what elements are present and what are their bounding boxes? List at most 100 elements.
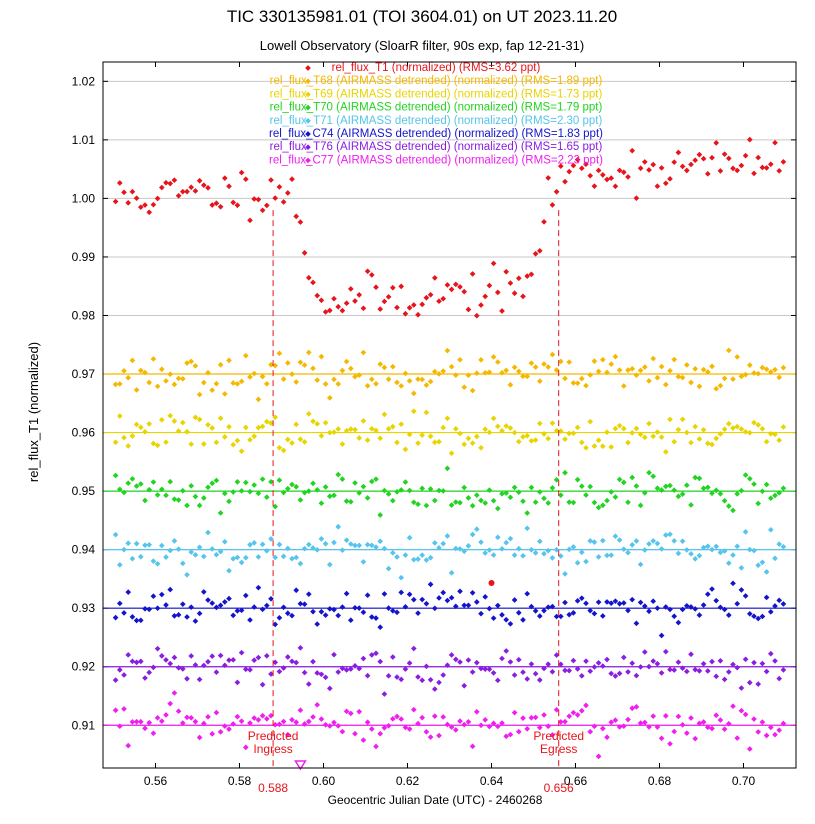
data-point — [671, 728, 678, 735]
data-point — [347, 426, 354, 432]
data-point — [721, 375, 728, 382]
data-point — [503, 616, 510, 623]
data-point — [772, 555, 778, 562]
data-point — [398, 716, 405, 722]
data-point — [163, 378, 169, 384]
data-point — [125, 374, 132, 381]
data-point — [326, 561, 333, 568]
data-point — [688, 551, 694, 557]
data-point — [389, 654, 396, 660]
data-point — [503, 733, 510, 740]
data-point — [650, 658, 657, 664]
data-point — [549, 603, 556, 610]
data-point — [179, 666, 186, 672]
data-point — [200, 495, 207, 501]
data-point — [578, 165, 585, 172]
data-point — [557, 613, 564, 620]
data-point — [755, 422, 762, 428]
data-point — [763, 732, 770, 739]
data-point — [284, 360, 291, 366]
data-point — [150, 479, 157, 485]
data-point — [427, 291, 434, 298]
data-point — [515, 545, 522, 552]
data-point — [557, 163, 564, 169]
data-point — [415, 556, 421, 562]
data-point — [192, 188, 199, 194]
data-point — [717, 168, 724, 174]
data-point — [772, 731, 778, 738]
data-point — [347, 617, 354, 624]
data-point — [767, 369, 774, 375]
data-point — [368, 652, 375, 658]
data-point — [742, 429, 749, 435]
data-point — [633, 672, 640, 679]
data-point — [515, 728, 522, 735]
data-point — [713, 543, 720, 550]
data-point — [175, 192, 182, 199]
data-point — [154, 442, 161, 449]
data-point — [389, 715, 396, 722]
data-point — [646, 541, 652, 547]
data-point — [209, 425, 216, 431]
data-point — [377, 730, 384, 737]
data-point — [373, 476, 379, 482]
y-tick-label: 0.94 — [72, 543, 96, 557]
data-point — [259, 712, 266, 719]
data-point — [200, 182, 207, 188]
data-point — [688, 161, 694, 168]
data-point — [272, 721, 279, 728]
data-point — [389, 497, 396, 504]
data-point — [549, 555, 556, 561]
data-point — [599, 663, 606, 669]
data-point — [612, 425, 619, 432]
data-point — [368, 726, 375, 732]
data-point — [310, 545, 316, 551]
data-point — [646, 469, 652, 476]
data-point — [356, 490, 363, 496]
data-point — [142, 605, 148, 612]
x-axis-label: Geocentric Julian Date (UTC) - 2460268 — [328, 793, 543, 807]
data-point — [314, 292, 321, 299]
legend-marker — [305, 91, 311, 98]
y-tick-label: 0.97 — [72, 367, 96, 381]
data-point — [276, 721, 283, 728]
data-point — [125, 480, 132, 486]
data-point — [276, 444, 283, 451]
data-point — [415, 674, 421, 680]
data-point — [373, 380, 379, 387]
data-point — [679, 416, 686, 423]
data-point — [381, 487, 388, 494]
data-point — [536, 613, 543, 619]
data-point — [394, 554, 400, 560]
data-point — [646, 378, 652, 384]
data-point — [604, 656, 610, 663]
data-point — [494, 677, 501, 684]
data-point — [524, 273, 531, 279]
data-point — [646, 663, 652, 670]
data-point — [587, 607, 594, 614]
data-point — [398, 487, 405, 493]
data-point — [482, 666, 489, 672]
data-point — [158, 542, 165, 549]
data-point — [725, 420, 732, 427]
outlier-point — [488, 580, 495, 587]
data-point — [511, 290, 518, 297]
data-point — [217, 415, 224, 422]
data-point — [494, 723, 501, 730]
data-point — [583, 161, 589, 168]
data-point — [683, 482, 690, 489]
data-point — [112, 472, 119, 479]
data-point — [226, 423, 232, 430]
data-point — [637, 431, 644, 438]
data-point — [343, 498, 350, 504]
data-point — [637, 367, 644, 374]
data-point — [667, 666, 673, 673]
data-point — [704, 668, 711, 674]
data-point — [654, 724, 661, 730]
data-point — [339, 367, 346, 374]
data-point — [444, 347, 451, 354]
data-point — [520, 617, 526, 623]
data-point — [772, 139, 778, 146]
data-point — [410, 408, 417, 415]
data-point — [293, 379, 300, 385]
